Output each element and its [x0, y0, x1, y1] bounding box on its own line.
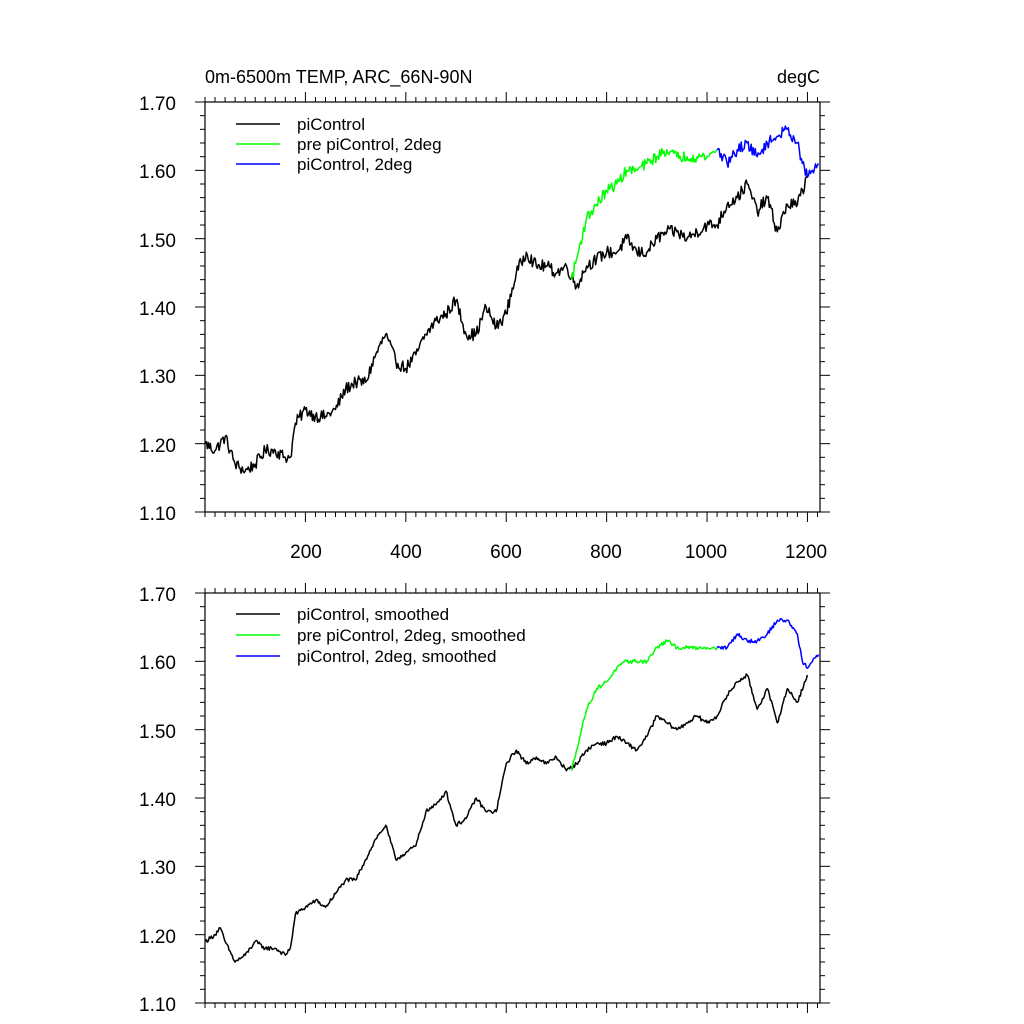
- y-tick-label: 1.20: [139, 436, 176, 457]
- top-series: [204, 125, 820, 474]
- x-tick-label: 1200: [785, 542, 827, 563]
- bottom-panel-ticks: [195, 583, 830, 1013]
- series-line-picontrol-smoothed: [204, 673, 809, 963]
- y-tick-label: 1.30: [139, 367, 176, 388]
- legend-label: piControl, 2deg, smoothed: [297, 647, 496, 666]
- y-tick-label: 1.50: [139, 722, 176, 743]
- legend: piControl, smoothed pre piControl, 2deg,…: [236, 605, 526, 666]
- y-tick-label: 1.20: [139, 927, 176, 948]
- x-tick-label: 800: [590, 542, 622, 563]
- units-label: degC: [777, 67, 820, 87]
- y-tick-label: 1.40: [139, 299, 176, 320]
- bottom-plot-frame: [204, 592, 821, 1004]
- chart-title: 0m-6500m TEMP, ARC_66N-90N: [205, 67, 472, 88]
- y-tick-label: 1.10: [139, 995, 176, 1016]
- bottom-series: [204, 617, 820, 963]
- legend-label: piControl, smoothed: [297, 605, 449, 624]
- legend: piControl pre piControl, 2deg piControl,…: [236, 115, 442, 174]
- x-tick-label: 200: [290, 542, 322, 563]
- y-tick-label: 1.70: [139, 94, 176, 115]
- x-tick-label: 400: [390, 542, 422, 563]
- legend-label: pre piControl, 2deg, smoothed: [297, 626, 526, 645]
- legend-label: piControl: [297, 115, 365, 134]
- top-plot-frame: [204, 101, 821, 513]
- x-tick-label: 600: [490, 542, 522, 563]
- series-line-pre-picontrol-2deg-smoothed: [570, 639, 718, 771]
- y-tick-label: 1.60: [139, 162, 176, 183]
- series-line-picontrol: [204, 175, 808, 474]
- legend-label: pre piControl, 2deg: [297, 135, 442, 154]
- y-tick-label: 1.50: [139, 231, 176, 252]
- y-tick-label: 1.60: [139, 653, 176, 674]
- y-tick-label: 1.70: [139, 585, 176, 606]
- y-tick-label: 1.10: [139, 504, 176, 525]
- top-panel: 0m-6500m TEMP, ARC_66N-90N degC 1.70 1.6…: [139, 67, 830, 563]
- top-panel-ticks: [195, 92, 830, 522]
- series-line-picontrol-2deg: [716, 125, 820, 178]
- series-line-pre-picontrol-2deg: [570, 147, 718, 280]
- y-tick-label: 1.30: [139, 858, 176, 879]
- y-tick-label: 1.40: [139, 790, 176, 811]
- legend-label: piControl, 2deg: [297, 155, 412, 174]
- x-tick-label: 1000: [685, 542, 727, 563]
- bottom-panel: 1.70 1.60 1.50 1.40 1.30 1.20 1.10 piCon…: [139, 583, 830, 1016]
- series-line-picontrol-2deg-smoothed: [716, 617, 820, 669]
